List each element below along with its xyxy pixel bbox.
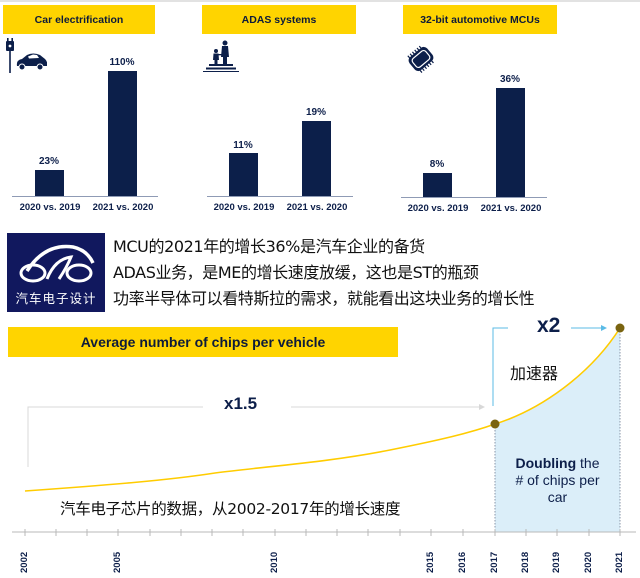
bar-2021-vs-2020	[302, 121, 331, 196]
bar-2020-vs-2019	[229, 153, 258, 196]
year-label-2020: 2020	[583, 551, 594, 573]
bar-category-label: 2020 vs. 2019	[213, 202, 275, 213]
top-divider	[0, 0, 640, 2]
bar-value: 11%	[233, 140, 253, 151]
note-line-1: MCU的2021年的增长36%是汽车企业的备货	[113, 237, 425, 256]
year-label-2010: 2010	[269, 551, 280, 573]
note-line-2: ADAS业务，是ME的增长速度放缓，这也是ST的瓶颈	[113, 263, 479, 282]
panel-title: ADAS systems	[241, 13, 317, 26]
bar-category-label: 2021 vs. 2020	[480, 203, 542, 214]
timeline-ticks	[24, 529, 621, 536]
panel-header-adas-systems: ADAS systems	[202, 5, 356, 34]
chips-chart-title: Average number of chips per vehicle	[8, 327, 398, 357]
microchip-icon	[407, 45, 434, 73]
arrowhead-icon	[479, 404, 485, 410]
year-label-2018: 2018	[520, 551, 531, 573]
doubling-annotation: Doubling the # of chips per car	[495, 455, 620, 506]
bar-2021-vs-2020	[496, 88, 525, 197]
year-label-2019: 2019	[551, 551, 562, 573]
pedestrian-crossing-icon	[203, 40, 239, 72]
year-label-2017: 2017	[489, 551, 500, 573]
logo-auto-electronics-design: 汽车电子设计	[7, 233, 105, 312]
doubling-text-3: car	[547, 489, 568, 505]
data-point-2021	[615, 323, 625, 333]
bar-category-label: 2020 vs. 2019	[19, 202, 81, 213]
bar-category-label: 2021 vs. 2020	[92, 202, 154, 213]
ev-plug-car-icon	[6, 38, 47, 73]
panel-title: 32-bit automotive MCUs	[420, 13, 540, 26]
panel-title: Car electrification	[34, 13, 124, 26]
multiplier-x1-5: x1.5	[224, 394, 258, 413]
year-label-2005: 2005	[112, 551, 123, 573]
logo-text: 汽车电子设计	[15, 291, 97, 306]
axis-baseline	[12, 196, 158, 197]
chips-growth-curve	[24, 327, 621, 492]
bracket-x1-5-left	[27, 406, 203, 467]
panel-header-32bit-mcus: 32-bit automotive MCUs	[403, 5, 557, 34]
doubling-text-2: # of chips per	[515, 472, 600, 488]
panel-header-car-electrification: Car electrification	[3, 5, 155, 34]
bar-category-label: 2020 vs. 2019	[407, 203, 469, 214]
doubling-region	[495, 328, 620, 532]
bar-2020-vs-2019	[423, 173, 452, 197]
bracket-x2-left	[492, 327, 508, 406]
bar-value: 23%	[38, 156, 59, 167]
multiplier-x2: x2	[537, 314, 561, 337]
year-label-2015: 2015	[425, 551, 436, 573]
year-label-2021: 2021	[614, 551, 625, 573]
chips-chart-title-text: Average number of chips per vehicle	[80, 334, 326, 350]
doubling-text-1: the	[576, 455, 600, 471]
bar-value: 110%	[109, 57, 135, 68]
year-label-2002: 2002	[19, 551, 30, 573]
note-line-3: 功率半导体可以看特斯拉的需求，就能看出这块业务的增长性	[113, 289, 535, 308]
bar-value: 8%	[429, 159, 445, 170]
data-point-2017	[490, 419, 500, 429]
car-logo-icon	[19, 244, 95, 283]
bar-value: 19%	[305, 107, 326, 118]
axis-baseline	[401, 197, 547, 198]
bar-2020-vs-2019	[35, 170, 64, 196]
arrowhead-icon	[601, 325, 607, 331]
bar-category-label: 2021 vs. 2020	[286, 202, 348, 213]
growth-note: 汽车电子芯片的数据，从2002-2017年的增长速度	[60, 500, 401, 518]
axis-baseline	[207, 196, 353, 197]
year-label-2016: 2016	[457, 551, 468, 573]
bar-value: 36%	[499, 74, 520, 85]
doubling-bold: Doubling	[515, 455, 577, 471]
bar-2021-vs-2020	[108, 71, 137, 196]
accelerator-label: 加速器	[510, 364, 559, 383]
